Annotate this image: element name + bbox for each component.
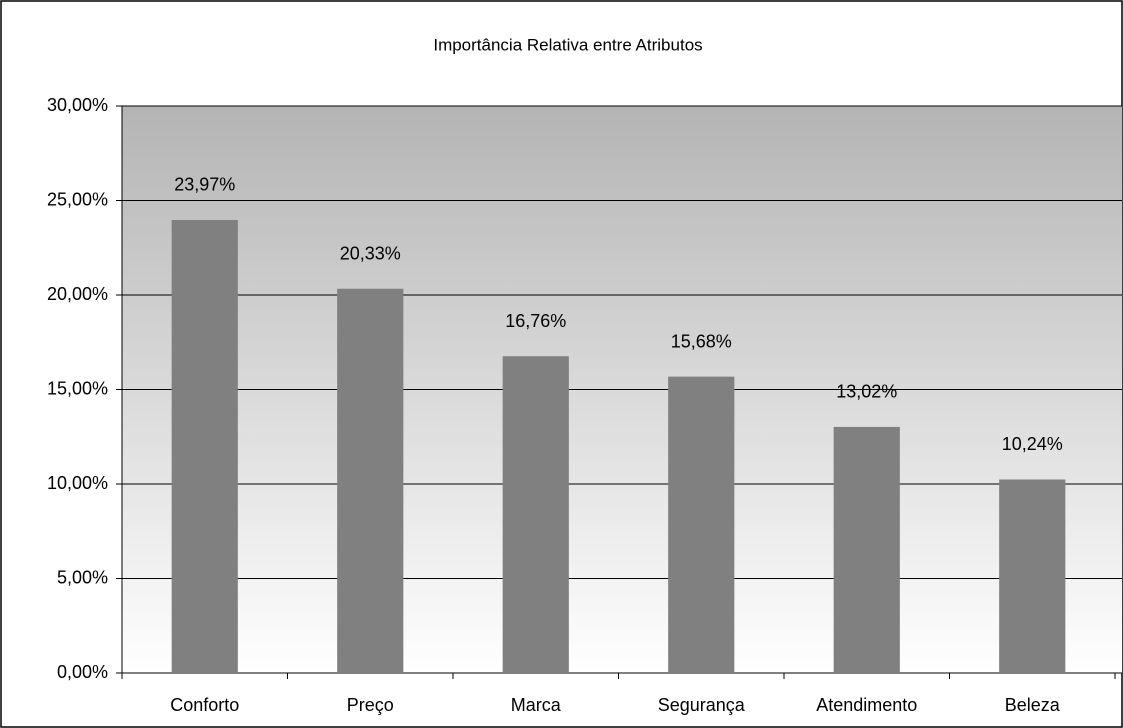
data-label: 20,33%: [340, 244, 401, 264]
y-tick-label: 30,00%: [47, 95, 108, 115]
x-tick-label: Atendimento: [816, 695, 917, 715]
y-tick-label: 15,00%: [47, 378, 108, 398]
y-tick-label: 20,00%: [47, 284, 108, 304]
bar: [171, 219, 238, 674]
chart-title: Importância Relativa entre Atributos: [433, 35, 702, 54]
y-tick-label: 0,00%: [57, 662, 108, 682]
y-tick-label: 5,00%: [57, 567, 108, 587]
data-label: 23,97%: [174, 175, 235, 195]
y-tick-label: 25,00%: [47, 189, 108, 209]
x-tick-label: Preço: [347, 695, 394, 715]
bar: [337, 288, 404, 673]
data-label: 16,76%: [505, 311, 566, 331]
y-tick-label: 10,00%: [47, 473, 108, 493]
data-label: 13,02%: [836, 382, 897, 402]
bar: [502, 356, 569, 673]
data-label: 15,68%: [671, 331, 732, 351]
x-tick-label: Marca: [511, 695, 562, 715]
x-tick-label: Beleza: [1005, 695, 1061, 715]
bar: [999, 479, 1066, 673]
x-tick-label: Conforto: [170, 695, 239, 715]
bar: [668, 376, 735, 673]
data-label: 10,24%: [1002, 434, 1063, 454]
x-tick-label: Segurança: [658, 695, 746, 715]
bar: [833, 426, 900, 673]
